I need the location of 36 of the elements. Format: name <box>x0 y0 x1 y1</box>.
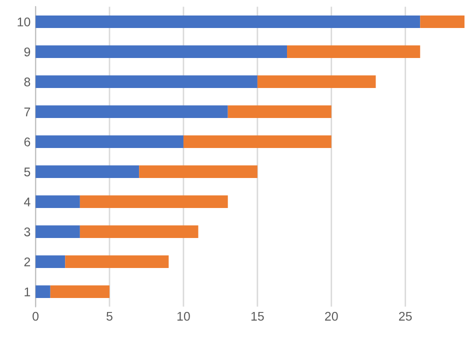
bar <box>36 45 288 58</box>
bar <box>36 255 66 268</box>
y-tick-label: 5 <box>24 168 30 176</box>
x-tick-label: 10 <box>177 312 190 321</box>
y-tick-label: 4 <box>24 198 30 206</box>
bar <box>183 135 332 148</box>
bar <box>36 285 50 298</box>
bar <box>36 165 140 178</box>
x-tick-label: 0 <box>32 312 39 321</box>
bar <box>36 15 420 28</box>
bar <box>228 105 332 118</box>
y-tick-label: 6 <box>24 138 30 146</box>
y-tick-label: 8 <box>24 78 30 86</box>
y-tick-label: 7 <box>24 108 30 116</box>
y-tick-label: 2 <box>24 257 30 266</box>
y-tick-label: 3 <box>24 227 30 236</box>
x-tick-label: 20 <box>325 312 338 321</box>
bar <box>80 225 198 238</box>
x-tick-label: 5 <box>106 312 112 321</box>
x-tick-label: 15 <box>251 312 264 321</box>
bar <box>65 255 169 268</box>
x-tick-label: 25 <box>399 312 412 321</box>
bar <box>80 195 228 208</box>
bar <box>36 135 184 148</box>
bar <box>50 285 110 298</box>
bar <box>139 165 258 178</box>
y-tick-label: 1 <box>24 288 30 296</box>
bar <box>420 15 465 28</box>
y-tick-label: 9 <box>24 48 30 56</box>
bar <box>287 45 420 58</box>
bar <box>36 195 80 208</box>
bar <box>36 225 80 238</box>
bar <box>36 105 228 118</box>
y-tick-label: 10 <box>18 18 30 26</box>
bar <box>257 75 376 88</box>
bar <box>36 75 258 88</box>
